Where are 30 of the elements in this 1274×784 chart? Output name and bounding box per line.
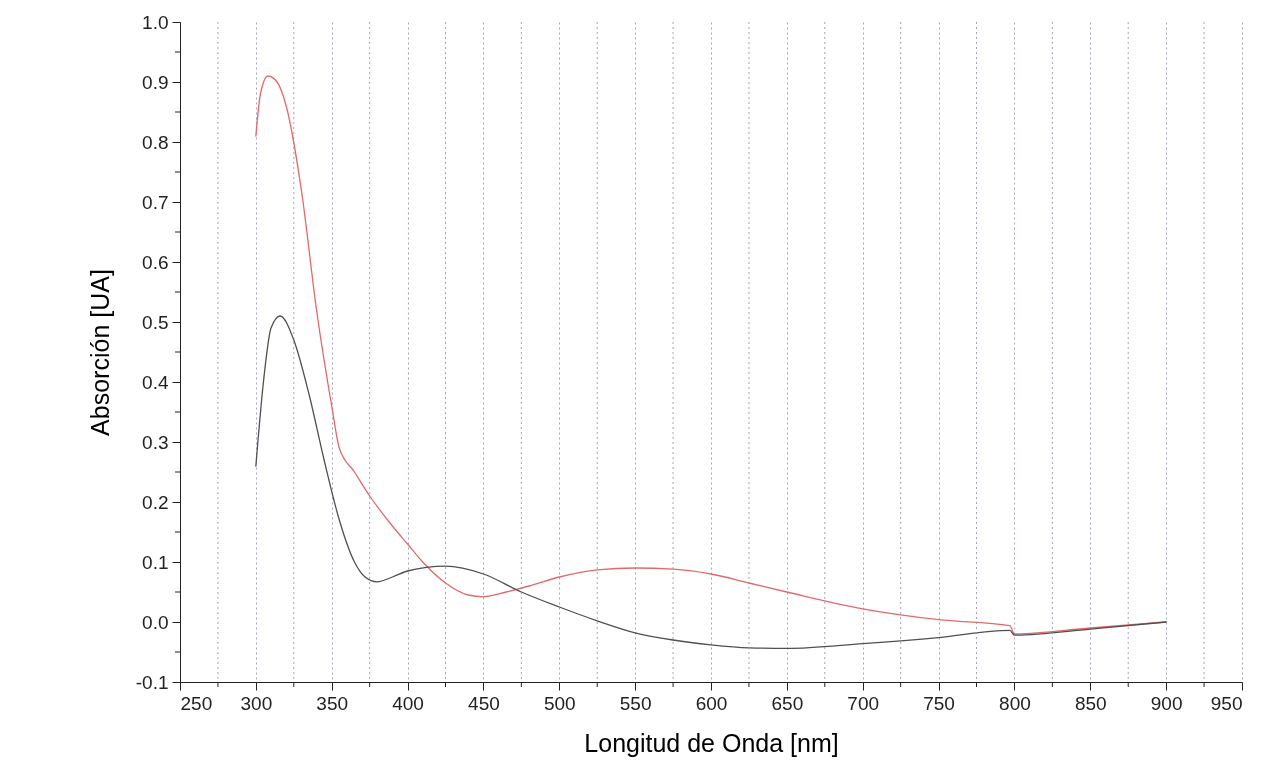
x-tick-label: 650 [771, 692, 804, 714]
x-tick-label: 750 [923, 692, 955, 714]
y-tick-label: 0.0 [142, 611, 169, 633]
y-tick-label: 0.9 [142, 71, 169, 93]
x-tick-label: 500 [543, 692, 576, 714]
y-tick-label: 0.3 [142, 431, 169, 453]
x-tick-label: 850 [1074, 692, 1107, 714]
x-tick-label: 450 [468, 692, 500, 714]
y-tick-label: 0.7 [142, 191, 169, 213]
y-tick-label: 0.5 [142, 311, 169, 333]
x-axis-title: Longitud de Onda [nm] [584, 728, 839, 757]
x-tick-label: 800 [999, 692, 1031, 714]
x-tick-label: 900 [1150, 692, 1183, 714]
x-tick-label: 400 [392, 692, 424, 714]
y-tick-label: -0.1 [135, 671, 169, 693]
y-tick-label: 0.2 [142, 491, 169, 513]
y-tick-label: 1.0 [142, 11, 169, 33]
x-tick-label: 600 [695, 692, 728, 714]
x-tick-label: 350 [316, 692, 349, 714]
x-tick-label: 300 [240, 692, 273, 714]
x-tick-label: 950 [1210, 692, 1243, 714]
x-tick-label: 550 [619, 692, 652, 714]
y-tick-label: 0.6 [142, 251, 169, 273]
y-tick-label: 0.4 [142, 371, 169, 393]
x-tick-label: 250 [180, 692, 213, 714]
line-series [255, 315, 1167, 650]
y-tick-label: 0.8 [142, 131, 169, 153]
y-axis-title: Absorción [UA] [85, 269, 114, 436]
y-tick-label: 0.1 [142, 551, 169, 573]
x-tick-label: 700 [847, 692, 880, 714]
